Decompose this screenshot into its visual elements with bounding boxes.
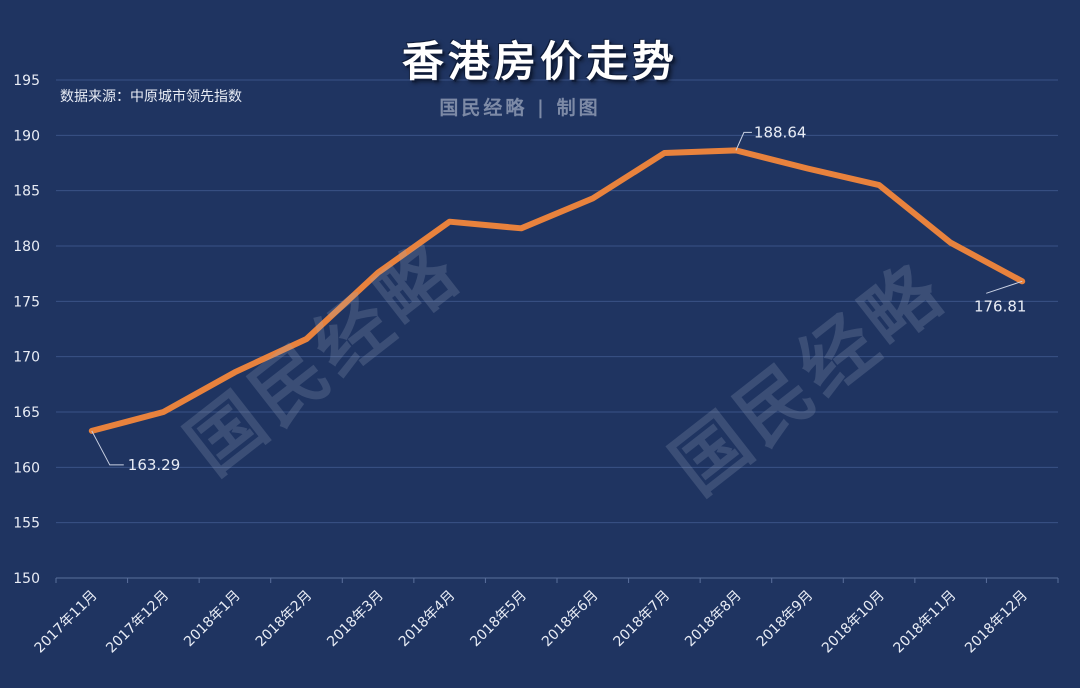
annotation-leader [735,131,752,151]
data-point [877,183,881,187]
annotation-leader [986,280,1023,294]
x-tick-label: 2018年3月 [324,588,387,651]
data-point [519,226,523,230]
x-tick-label: 2018年8月 [682,588,745,651]
data-point [662,151,666,155]
x-tick-label: 2018年11月 [891,588,960,657]
data-label: 163.29 [128,456,180,474]
x-tick-label: 2018年9月 [754,588,817,651]
y-tick-label: 150 [13,571,40,587]
data-label: 176.81 [974,297,1027,315]
series-line [88,147,1026,434]
y-tick-label: 165 [13,405,40,421]
x-tick-label: 2018年4月 [396,588,459,651]
chart-title: 香港房价走势 [401,37,678,86]
y-tick-label: 175 [13,294,40,310]
y-tick-label: 160 [13,460,40,476]
annotation-leader [91,430,124,466]
data-point [376,271,380,275]
x-tick-label: 2018年7月 [611,588,674,651]
data-point [591,196,595,200]
x-tick-label: 2017年12月 [103,588,172,657]
data-point [161,410,165,414]
x-tick-label: 2017年11月 [32,588,101,657]
data-point [949,241,953,245]
data-point [305,337,308,341]
x-tick-label: 2018年1月 [181,588,244,651]
y-tick-label: 155 [13,516,40,532]
y-tick-label: 185 [13,184,40,200]
data-point [448,220,452,224]
credit-label: 国民经略 | 制图 [439,97,601,119]
data-label: 188.64 [754,123,807,141]
x-tick-label: 2018年6月 [539,588,602,651]
data-point [233,370,237,374]
y-tick-label: 190 [13,128,40,144]
data-source-note: 数据来源：中原城市领先指数 [60,89,242,105]
y-tick-label: 170 [13,350,40,366]
data-point [806,167,809,171]
x-tick-label: 2018年2月 [253,588,316,651]
y-tick-label: 195 [13,73,40,89]
x-tick-label: 2018年12月 [962,588,1031,657]
x-tick-label: 2018年5月 [467,588,530,651]
y-tick-label: 180 [13,239,40,255]
x-tick-label: 2018年10月 [819,588,888,657]
